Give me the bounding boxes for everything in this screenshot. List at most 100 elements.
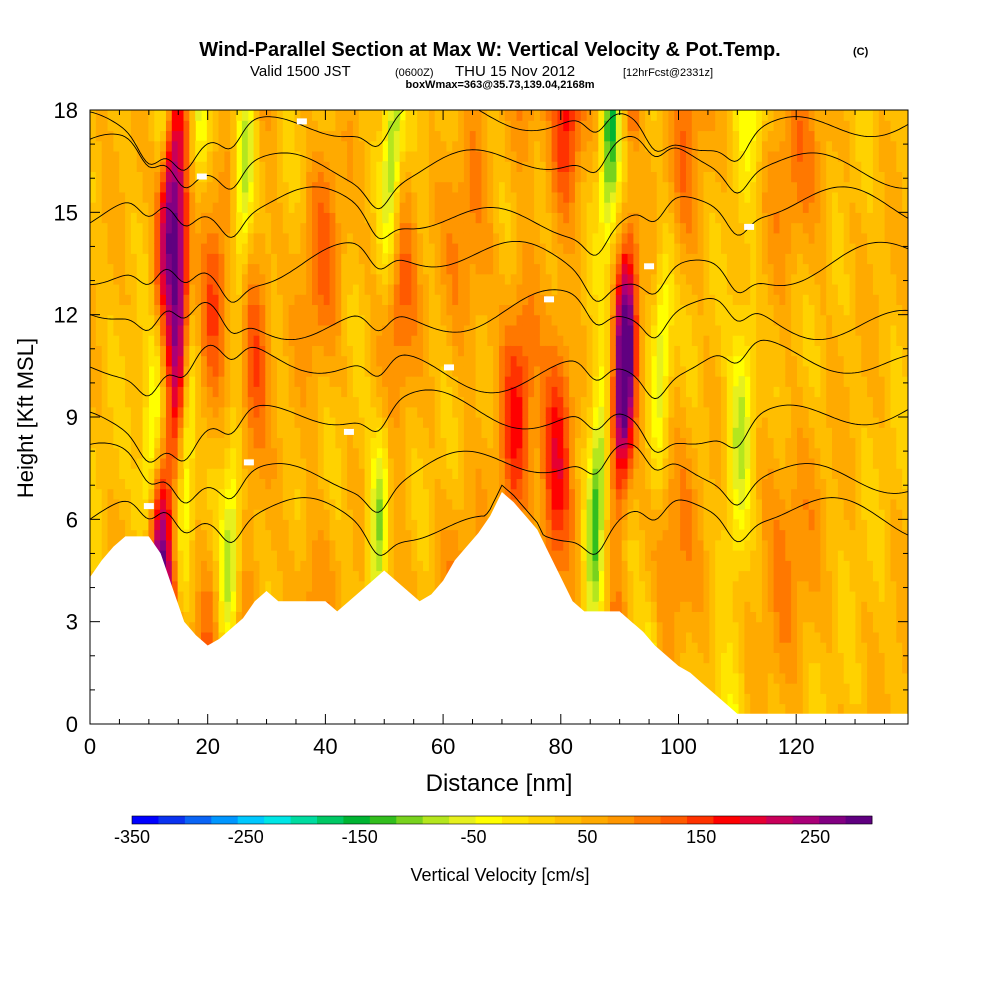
field-cell	[271, 191, 278, 203]
field-cell	[306, 376, 313, 387]
field-cell	[329, 324, 336, 336]
field-cell	[463, 171, 471, 183]
field-cell	[475, 232, 483, 244]
field-cell	[282, 202, 290, 213]
field-cell	[183, 243, 190, 254]
field-cell	[522, 140, 529, 152]
field-cell	[201, 417, 208, 428]
field-cell	[148, 243, 155, 254]
field-cell	[446, 365, 453, 377]
field-cell	[551, 140, 559, 152]
field-cell	[387, 140, 395, 152]
field-cell	[335, 550, 342, 561]
field-cell	[171, 140, 179, 152]
field-cell	[177, 580, 185, 592]
field-cell	[399, 335, 407, 346]
field-cell	[218, 283, 225, 295]
field-cell	[352, 355, 360, 367]
field-cell	[341, 324, 348, 336]
field-cell	[469, 283, 477, 295]
field-cell	[493, 181, 500, 193]
field-cell	[177, 355, 185, 367]
field-cell	[335, 273, 342, 285]
field-cell	[276, 519, 284, 531]
field-cell	[493, 120, 500, 132]
field-cell	[224, 150, 231, 162]
field-cell	[206, 386, 214, 398]
field-cell	[236, 110, 243, 121]
field-cell	[475, 304, 483, 316]
field-cell	[306, 161, 313, 172]
field-cell	[95, 202, 103, 213]
field-cell	[382, 263, 389, 275]
field-cell	[510, 478, 518, 490]
field-cell	[428, 478, 436, 490]
field-cell	[183, 590, 190, 602]
field-cell	[539, 294, 547, 306]
field-cell	[218, 365, 225, 377]
field-cell	[218, 396, 225, 408]
field-cell	[241, 601, 249, 613]
field-cell	[428, 560, 436, 572]
field-cell	[545, 161, 553, 172]
field-cell	[393, 417, 401, 428]
field-cell	[399, 365, 407, 377]
field-cell	[475, 263, 483, 275]
field-cell	[160, 283, 167, 295]
field-cell	[539, 304, 547, 316]
field-cell	[90, 263, 97, 275]
field-cell	[405, 447, 412, 459]
field-cell	[241, 468, 249, 479]
field-cell	[522, 263, 529, 275]
field-cell	[136, 529, 144, 541]
field-cell	[329, 212, 336, 224]
field-cell	[335, 365, 342, 377]
field-cell	[236, 396, 243, 408]
field-cell	[177, 335, 185, 346]
field-cell	[323, 120, 331, 132]
field-cell	[423, 478, 430, 490]
field-cell	[201, 386, 208, 398]
field-cell	[469, 161, 477, 172]
field-cell	[452, 396, 459, 408]
field-cell	[358, 560, 366, 572]
field-cell	[241, 181, 249, 193]
field-cell	[206, 417, 214, 428]
field-cell	[504, 191, 512, 203]
field-cell	[300, 580, 307, 592]
field-cell	[329, 232, 336, 244]
field-cell	[300, 406, 307, 418]
field-cell	[282, 222, 290, 234]
field-cell	[130, 386, 138, 398]
field-cell	[574, 447, 582, 459]
field-cell	[323, 570, 331, 582]
field-cell	[329, 601, 336, 613]
field-cell	[364, 488, 372, 500]
field-cell	[493, 294, 500, 306]
field-cell	[528, 150, 535, 162]
field-cell	[230, 580, 237, 592]
field-cell	[247, 365, 255, 377]
field-cell	[236, 560, 243, 572]
field-cell	[563, 550, 570, 561]
field-cell	[446, 386, 453, 398]
field-cell	[101, 519, 109, 531]
field-cell	[387, 457, 395, 469]
field-cell	[440, 457, 448, 469]
field-cell	[382, 457, 389, 469]
field-cell	[136, 335, 144, 346]
field-cell	[113, 110, 120, 121]
field-cell	[423, 140, 430, 152]
field-cell	[341, 140, 348, 152]
field-cell	[101, 345, 109, 357]
field-cell	[434, 140, 442, 152]
field-cell	[271, 580, 278, 592]
field-cell	[393, 273, 401, 285]
field-cell	[294, 181, 301, 193]
field-cell	[458, 181, 465, 193]
field-cell	[201, 365, 208, 377]
field-cell	[300, 140, 307, 152]
field-cell	[352, 202, 360, 213]
field-cell	[265, 212, 272, 224]
field-cell	[417, 590, 424, 602]
